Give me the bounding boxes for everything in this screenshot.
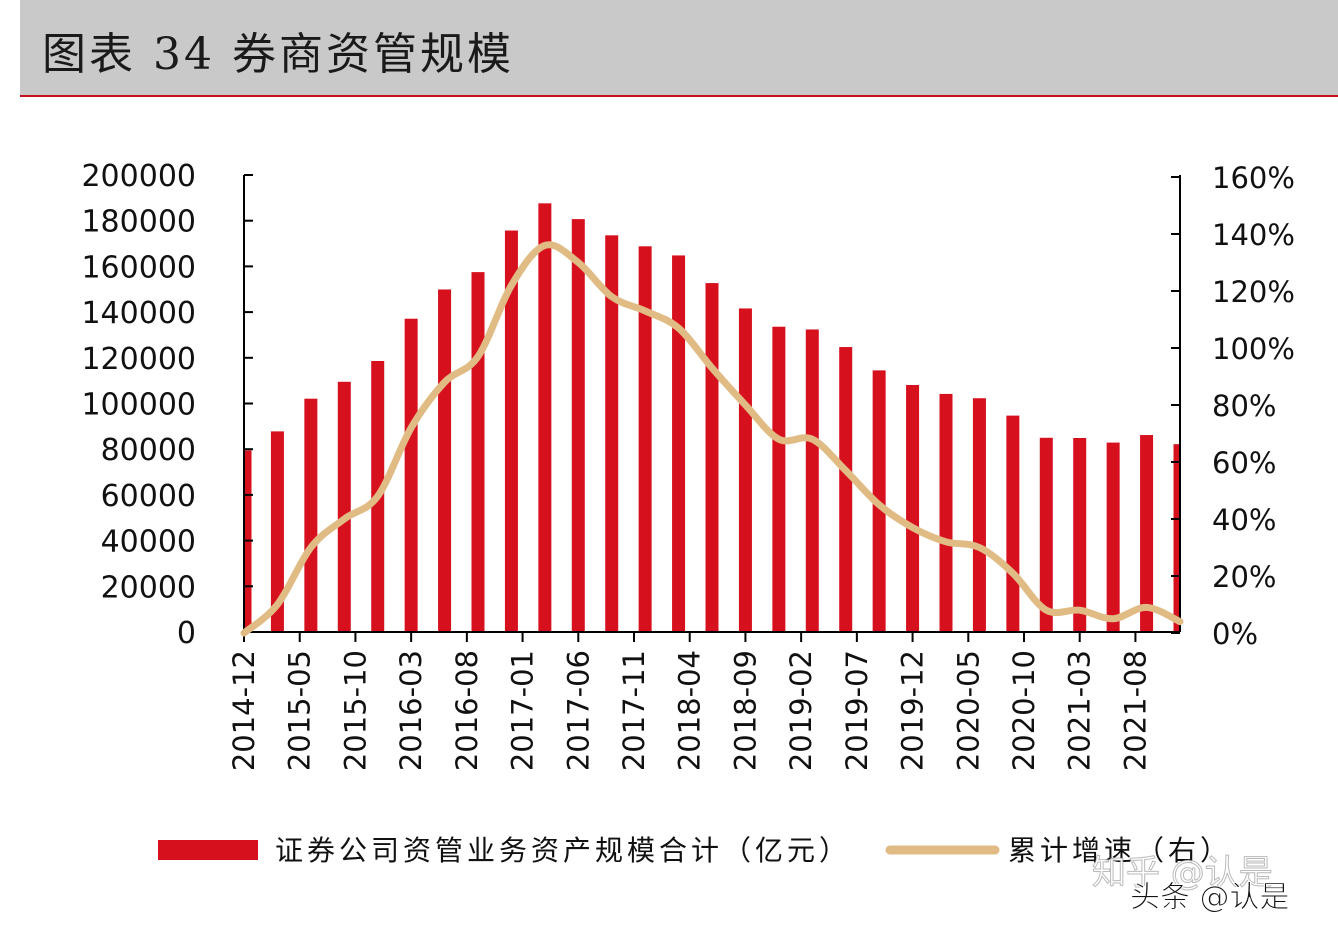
- bar-2020-09: [1006, 415, 1020, 632]
- left-tick-label: 20000: [101, 570, 196, 605]
- x-tick-label: 2015-05: [283, 650, 317, 771]
- bar-2017-03: [538, 203, 552, 633]
- bar-2021-12: [1173, 444, 1181, 632]
- left-tick-label: 180000: [81, 205, 196, 240]
- bar-2020-12: [1039, 437, 1053, 632]
- bar-2015-09: [337, 381, 351, 632]
- x-tick-label: 2018-09: [728, 650, 762, 771]
- left-tick-label: 140000: [81, 296, 196, 331]
- bar-2020-03: [939, 393, 953, 632]
- watermark-toutiao: 头条 @认是: [1130, 880, 1291, 916]
- legend-line-label: 累计增速（右）: [1008, 834, 1232, 867]
- left-tick-label: 80000: [101, 433, 196, 468]
- x-tick-label: 2020-05: [951, 650, 985, 771]
- x-tick-label: 2017-11: [617, 650, 651, 771]
- bar-2018-09: [738, 308, 752, 632]
- x-tick-label: 2014-12: [227, 650, 261, 771]
- growth-line: [240, 241, 1184, 637]
- x-tick-label: 2019-12: [896, 650, 930, 771]
- x-tick-label: 2017-06: [561, 650, 595, 771]
- left-tick-label: 0: [177, 616, 196, 651]
- bar-2016-09: [471, 272, 485, 632]
- bar-2016-06: [438, 289, 452, 632]
- bar-2020-06: [972, 398, 986, 632]
- bar-2016-12: [504, 230, 518, 632]
- right-tick-label: 140%: [1212, 218, 1295, 252]
- bar-2018-03: [672, 255, 686, 632]
- bar-2021-03: [1073, 438, 1087, 632]
- x-axis-ticks: 2014-12 2015-05 2015-10 2016-03 2016-08 2017-…: [227, 632, 1152, 771]
- right-tick-label: 100%: [1212, 332, 1295, 366]
- left-tick-label: 60000: [101, 479, 196, 514]
- right-axis-ticks: 0% 20% 40% 60% 80% 100% 120% 140% 160%: [1171, 161, 1295, 651]
- x-tick-label: 2019-02: [784, 650, 818, 771]
- x-tick-label: 2021-08: [1118, 650, 1152, 771]
- left-axis-ticks: 0 20000 40000 60000 80000 100000 120000 140000 1…: [81, 159, 253, 651]
- legend-bar-swatch: [158, 840, 258, 860]
- x-tick-label: 2018-04: [673, 650, 707, 771]
- bar-2021-06: [1106, 442, 1120, 632]
- bar-2015-03: [270, 431, 284, 632]
- bar-2017-12: [638, 246, 652, 633]
- bar-2018-06: [705, 283, 719, 632]
- left-tick-label: 120000: [81, 342, 196, 377]
- bar-2017-06: [571, 219, 585, 632]
- bar-series: [244, 203, 1181, 633]
- x-tick-label: 2016-03: [394, 650, 428, 771]
- left-tick-label: 160000: [81, 250, 196, 285]
- bar-2016-03: [404, 318, 418, 632]
- watermark-zhihu: 知乎 @认是: [1092, 853, 1274, 894]
- right-tick-label: 60%: [1212, 446, 1276, 480]
- bar-2021-09: [1140, 435, 1154, 632]
- bar-2019-12: [906, 384, 920, 632]
- left-tick-label: 40000: [101, 525, 196, 560]
- left-tick-label: 200000: [81, 159, 196, 194]
- right-tick-label: 40%: [1212, 503, 1276, 537]
- right-tick-label: 20%: [1212, 560, 1276, 594]
- right-tick-label: 120%: [1212, 275, 1295, 309]
- x-tick-label: 2019-07: [840, 650, 874, 771]
- bar-2015-06: [304, 398, 318, 632]
- left-tick-label: 100000: [81, 388, 196, 423]
- bar-2019-06: [839, 347, 853, 632]
- right-tick-label: 80%: [1212, 389, 1276, 423]
- line-series: [240, 241, 1184, 637]
- x-tick-label: 2017-01: [506, 650, 540, 771]
- bar-2019-03: [805, 329, 819, 632]
- x-tick-label: 2015-10: [338, 650, 372, 771]
- right-tick-label: 0%: [1212, 617, 1258, 651]
- legend-bar-label: 证券公司资管业务资产规模合计（亿元）: [275, 834, 851, 867]
- x-tick-label: 2016-08: [450, 650, 484, 771]
- bar-2018-12: [772, 326, 786, 632]
- bar-2017-09: [605, 235, 619, 632]
- x-tick-label: 2020-10: [1007, 650, 1041, 771]
- chart-header: 图表 34 券商资管规模: [20, 0, 1338, 97]
- chart-title: 图表 34 券商资管规模: [42, 29, 514, 80]
- x-tick-label: 2021-03: [1063, 650, 1097, 771]
- legend: 证券公司资管业务资产规模合计（亿元） 累计增速（右）: [158, 834, 1232, 867]
- right-tick-label: 160%: [1212, 161, 1295, 195]
